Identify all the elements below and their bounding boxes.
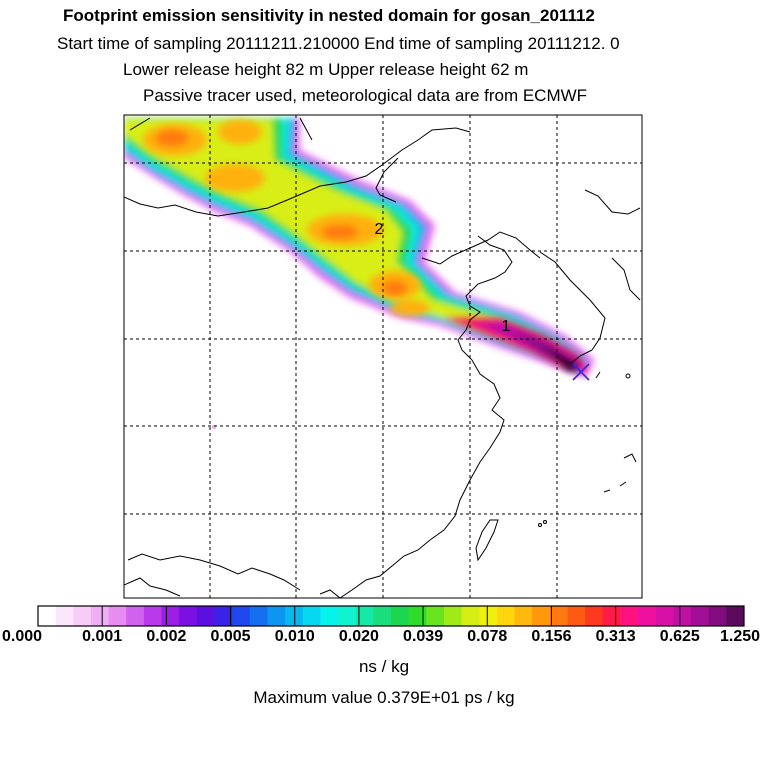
colorbar-swatch xyxy=(585,606,604,626)
colorbar-swatch xyxy=(108,606,127,626)
day-label-2: 2 xyxy=(375,221,384,238)
colorbar-swatch xyxy=(602,606,621,626)
release-site-cross xyxy=(572,363,590,381)
colorbar-swatch xyxy=(567,606,586,626)
colorbar-swatch xyxy=(673,606,692,626)
colorbar-swatch xyxy=(426,606,445,626)
plot-title: Footprint emission sensitivity in nested… xyxy=(63,6,595,25)
colorbar-tick-label: 0.078 xyxy=(467,628,508,645)
colorbar-swatch xyxy=(320,606,339,626)
sampling-times: Start time of sampling 20111211.210000 E… xyxy=(57,34,620,53)
day-label-1: 1 xyxy=(502,318,511,335)
colorbar-tick-label: 0.005 xyxy=(210,628,251,645)
colorbar-swatch xyxy=(126,606,145,626)
colorbar-swatch xyxy=(373,606,392,626)
map-frame xyxy=(123,114,643,599)
colorbar-swatch xyxy=(55,606,74,626)
colorbar-tick-label: 0.000 xyxy=(1,628,43,645)
colorbar-swatch xyxy=(38,606,57,626)
colorbar-unit: ns / kg xyxy=(358,657,410,676)
colorbar-swatch xyxy=(143,606,163,626)
colorbar-swatch xyxy=(391,606,410,626)
release-heights: Lower release height 82 m Upper release … xyxy=(123,60,529,79)
sensitivity-plume xyxy=(124,117,641,598)
tracer-note: Passive tracer used, meteorological data… xyxy=(143,86,588,105)
colorbar-swatch xyxy=(408,606,427,626)
colorbar-swatch xyxy=(726,606,745,626)
colorbar-tick-label: 1.250 xyxy=(719,628,761,645)
colorbar-swatch xyxy=(285,606,304,626)
colorbar-swatch xyxy=(514,606,533,626)
colorbar-swatch xyxy=(90,606,110,626)
colorbar-swatch xyxy=(532,606,551,626)
colorbar-swatch xyxy=(708,606,727,626)
colorbar-frame xyxy=(37,605,745,627)
coastlines xyxy=(124,117,641,598)
colorbar-swatch xyxy=(338,606,357,626)
colorbar-swatch xyxy=(549,606,568,626)
colorbar-swatch xyxy=(496,606,516,626)
colorbar-tick-label: 0.625 xyxy=(659,628,700,645)
lat-lon-grid xyxy=(124,115,642,598)
colorbar-swatch xyxy=(249,606,268,626)
colorbar-swatch xyxy=(214,606,233,626)
colorbar-tick-label: 0.156 xyxy=(531,628,572,645)
colorbar-tick-label: 0.039 xyxy=(403,628,444,645)
colorbar-tick-label: 0.001 xyxy=(82,628,123,645)
maximum-value: Maximum value 0.379E+01 ps / kg xyxy=(253,688,515,707)
colorbar-swatch xyxy=(267,606,286,626)
colorbar-swatch xyxy=(232,606,251,626)
colorbar-swatch xyxy=(638,606,657,626)
colorbar-tick-label: 0.313 xyxy=(595,628,636,645)
colorbar-swatch xyxy=(655,606,674,626)
colorbar-swatch xyxy=(620,606,639,626)
colorbar-swatch xyxy=(73,606,92,626)
colorbar-swatch xyxy=(179,606,198,626)
colorbar-swatch xyxy=(196,606,215,626)
colorbar-swatch xyxy=(161,606,180,626)
colorbar-tick-label: 0.002 xyxy=(146,628,187,645)
colorbar-tick-label: 0.020 xyxy=(338,628,379,645)
colorbar-tick-label: 0.010 xyxy=(274,628,315,645)
colorbar-swatch xyxy=(443,606,463,626)
colorbar-swatch xyxy=(691,606,710,626)
colorbar-swatch xyxy=(302,606,321,626)
colorbar xyxy=(38,606,745,626)
colorbar-swatch xyxy=(355,606,374,626)
colorbar-swatch xyxy=(461,606,480,626)
colorbar-swatch xyxy=(479,606,498,626)
